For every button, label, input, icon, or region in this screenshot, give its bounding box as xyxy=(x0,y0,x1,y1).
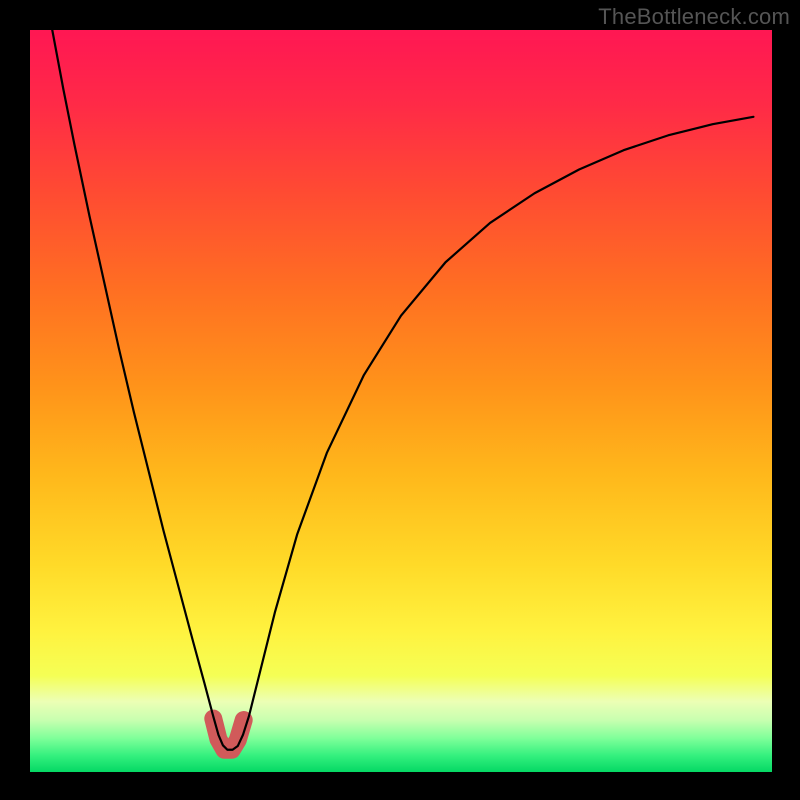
bottleneck-plot-svg xyxy=(0,0,800,800)
chart-stage: TheBottleneck.com xyxy=(0,0,800,800)
plot-background xyxy=(30,30,772,772)
watermark-text: TheBottleneck.com xyxy=(598,4,790,30)
